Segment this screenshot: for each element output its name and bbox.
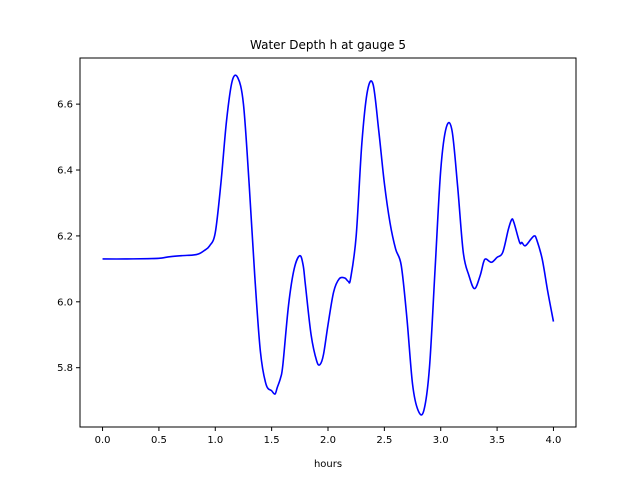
- x-tick-label: 1.5: [264, 435, 280, 446]
- y-axis: 5.8 6.0 6.2 6.4 6.6: [57, 100, 80, 374]
- axes-frame: [79, 57, 577, 428]
- chart-title: Water Depth h at gauge 5: [250, 38, 406, 52]
- y-tick-label: 6.6: [57, 100, 73, 111]
- x-tick-label: 3.0: [433, 435, 449, 446]
- x-tick-label: 2.5: [376, 435, 392, 446]
- x-tick-label: 4.0: [546, 435, 562, 446]
- y-tick-label: 6.4: [57, 166, 73, 177]
- x-tick-label: 1.0: [207, 435, 223, 446]
- x-axis-label: hours: [314, 459, 342, 470]
- plot-area: [102, 74, 555, 416]
- x-axis: 0.0 0.5 1.0 1.5 2.0 2.5 3.0 3.5 4.0: [95, 427, 562, 446]
- y-tick-label: 6.2: [57, 231, 73, 242]
- x-tick-label: 0.0: [95, 435, 111, 446]
- x-tick-label: 2.0: [320, 435, 336, 446]
- x-tick-label: 0.5: [151, 435, 167, 446]
- y-tick-label: 6.0: [57, 297, 73, 308]
- y-tick-label: 5.8: [57, 363, 73, 374]
- x-tick-label: 3.5: [489, 435, 505, 446]
- series-line: [102, 74, 555, 416]
